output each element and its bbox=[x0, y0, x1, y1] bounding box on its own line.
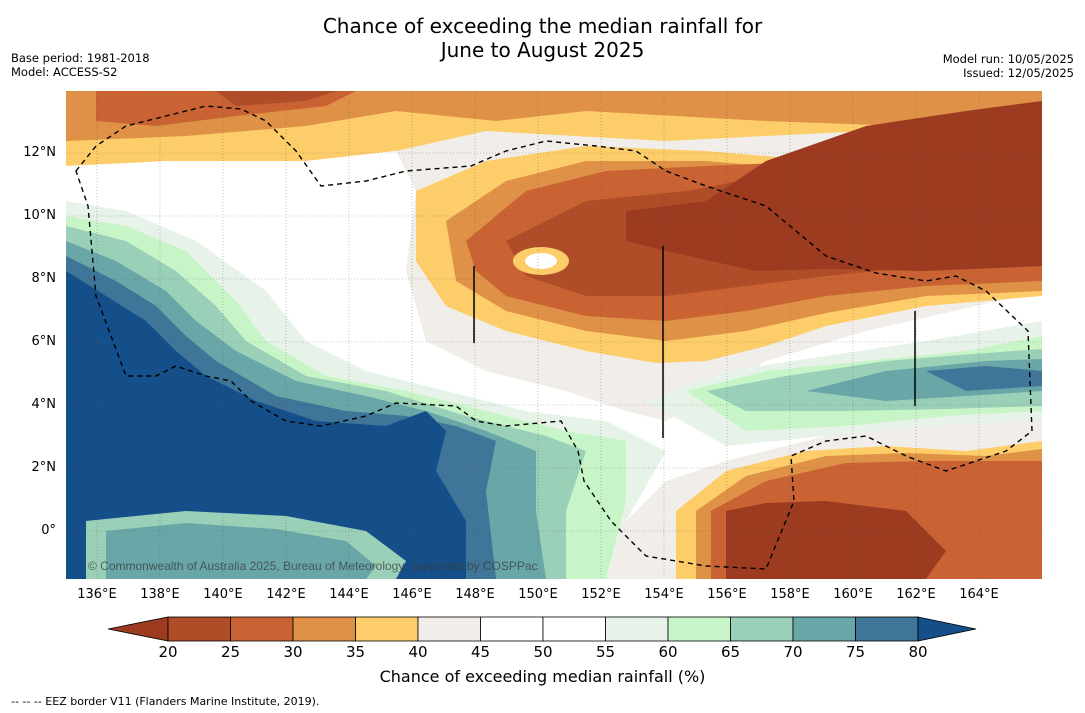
lon-label-154e: 154°E bbox=[644, 587, 684, 602]
lon-label-156e: 156°E bbox=[707, 587, 747, 602]
contour-50-local-patch bbox=[525, 253, 557, 269]
lat-label-8n: 8°N bbox=[31, 271, 57, 286]
colorbar-bin-30-35 bbox=[292, 616, 356, 642]
colorbar-tick-55: 55 bbox=[595, 643, 616, 661]
eez-border bbox=[75, 105, 1033, 570]
colorbar-bin-60-65 bbox=[667, 616, 731, 642]
contour-above-80-west bbox=[66, 271, 466, 579]
run-info: Model run: 10/05/2025 Issued: 12/05/2025 bbox=[943, 52, 1074, 80]
title-line-2: June to August 2025 bbox=[440, 38, 645, 62]
model-info: Base period: 1981-2018 Model: ACCESS-S2 bbox=[11, 51, 150, 79]
colorbar-tick-80: 80 bbox=[908, 643, 928, 661]
rainfall-probability-map[interactable]: © Commonwealth of Australia 2025, Bureau… bbox=[66, 91, 1042, 579]
graticule bbox=[66, 91, 1042, 579]
eez-legend-note: -- -- -- EEZ border V11 (Flanders Marine… bbox=[11, 695, 320, 708]
lat-label-4n: 4°N bbox=[31, 397, 57, 412]
colorbar bbox=[108, 616, 977, 642]
lat-label-0: 0° bbox=[41, 523, 56, 538]
lon-label-144e: 144°E bbox=[329, 587, 369, 602]
colorbar-bin-35-40 bbox=[355, 616, 419, 642]
lon-label-142e: 142°E bbox=[266, 587, 306, 602]
colorbar-bin-65-70 bbox=[730, 616, 794, 642]
colorbar-tick-25: 25 bbox=[220, 643, 241, 661]
lon-label-160e: 160°E bbox=[833, 587, 873, 602]
model-text: Model: ACCESS-S2 bbox=[11, 65, 118, 79]
colorbar-low-extend bbox=[108, 616, 169, 642]
colorbar-tick-40: 40 bbox=[408, 643, 428, 661]
lon-label-136e: 136°E bbox=[77, 587, 117, 602]
lon-label-140e: 140°E bbox=[203, 587, 243, 602]
contour-70-75-southwest bbox=[106, 523, 376, 579]
contour-75-80-east bbox=[926, 366, 1042, 391]
colorbar-bin-20-25 bbox=[167, 616, 231, 642]
map-title: Chance of exceeding the median rainfall … bbox=[0, 14, 1085, 62]
colorbar-tick-35: 35 bbox=[345, 643, 366, 661]
colorbar-tick-75: 75 bbox=[845, 643, 866, 661]
colorbar-tick-45: 45 bbox=[470, 643, 491, 661]
lon-label-150e: 150°E bbox=[518, 587, 558, 602]
colorbar-bin-75-80 bbox=[855, 616, 919, 642]
colorbar-bin-50-55 bbox=[542, 616, 606, 642]
lon-label-138e: 138°E bbox=[140, 587, 180, 602]
model-run-text: Model run: 10/05/2025 bbox=[942, 52, 1074, 66]
colorbar-tick-20: 20 bbox=[158, 643, 178, 661]
title-line-1: Chance of exceeding the median rainfall … bbox=[322, 14, 763, 38]
contour-below-20-southeast bbox=[726, 501, 946, 579]
colorbar-tick-70: 70 bbox=[783, 643, 803, 661]
lon-label-162e: 162°E bbox=[896, 587, 936, 602]
colorbar-tick-60: 60 bbox=[658, 643, 678, 661]
lon-label-146e: 146°E bbox=[392, 587, 432, 602]
colorbar-bin-45-50 bbox=[480, 616, 544, 642]
colorbar-bin-25-30 bbox=[230, 616, 294, 642]
contour-below-20-central bbox=[626, 101, 1042, 271]
colorbar-tick-65: 65 bbox=[720, 643, 741, 661]
issued-text: Issued: 12/05/2025 bbox=[963, 66, 1074, 80]
lat-label-6n: 6°N bbox=[31, 334, 57, 349]
colorbar-bin-70-75 bbox=[792, 616, 856, 642]
lon-label-152e: 152°E bbox=[581, 587, 621, 602]
colorbar-tick-50: 50 bbox=[533, 643, 553, 661]
colorbar-tick-30: 30 bbox=[283, 643, 303, 661]
colorbar-bin-40-45 bbox=[417, 616, 481, 642]
lon-label-164e: 164°E bbox=[959, 587, 999, 602]
copyright-text: © Commonwealth of Australia 2025, Bureau… bbox=[88, 559, 538, 573]
colorbar-title: Chance of exceeding median rainfall (%) bbox=[379, 667, 706, 686]
colorbar-bin-55-60 bbox=[605, 616, 669, 642]
lat-label-10n: 10°N bbox=[23, 208, 56, 223]
lat-label-2n: 2°N bbox=[31, 460, 57, 475]
lon-label-158e: 158°E bbox=[770, 587, 810, 602]
lat-label-12n: 12°N bbox=[23, 145, 56, 160]
base-period-text: Base period: 1981-2018 bbox=[11, 51, 150, 65]
colorbar-high-extend bbox=[917, 616, 977, 642]
lon-label-148e: 148°E bbox=[455, 587, 495, 602]
contour-20-25-north bbox=[216, 91, 336, 106]
